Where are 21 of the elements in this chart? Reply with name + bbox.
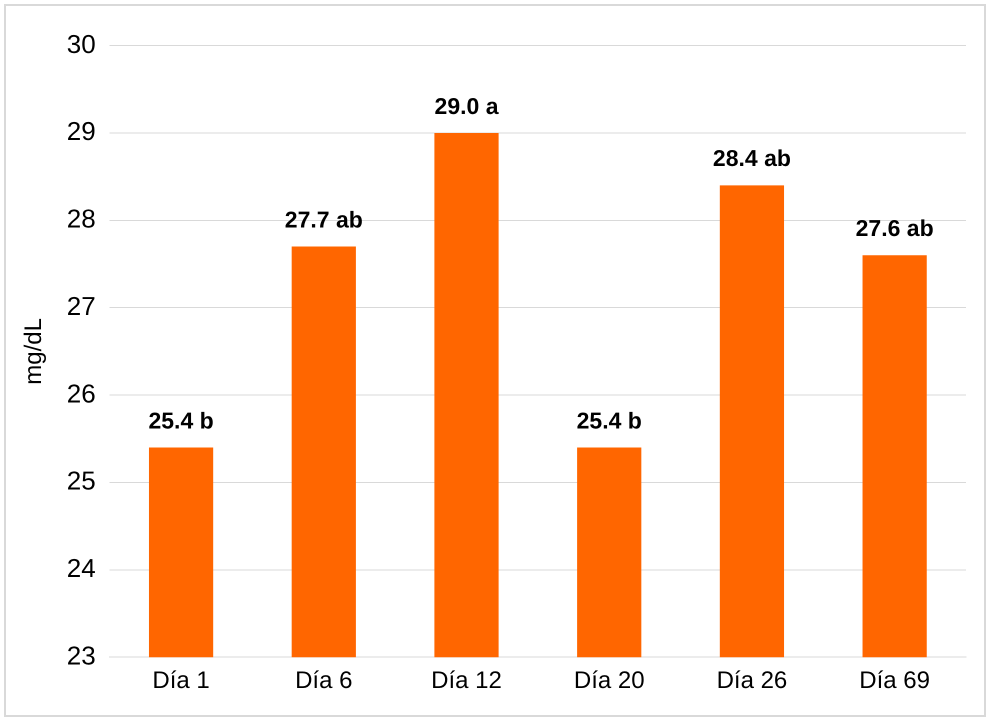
y-tick-label: 29 <box>66 116 96 146</box>
y-tick-label: 27 <box>66 290 96 321</box>
y-tick-label: 26 <box>66 378 96 408</box>
data-label: 25.4 b <box>576 407 642 434</box>
x-tick-label: Día 6 <box>295 667 352 694</box>
x-tick-label: Día 26 <box>716 667 788 694</box>
y-tick-label: 30 <box>66 28 96 59</box>
y-tick-label: 23 <box>66 640 96 670</box>
x-tick-label: Día 1 <box>152 667 210 694</box>
data-label: 25.4 b <box>148 407 214 434</box>
x-tick-label: Día 20 <box>574 667 645 694</box>
data-label: 27.6 ab <box>856 215 934 242</box>
y-tick-label: 24 <box>66 553 96 583</box>
data-label: 28.4 ab <box>712 145 791 172</box>
y-axis-title: mg/dL <box>20 318 48 385</box>
y-tick-label: 25 <box>66 466 96 496</box>
x-tick-label: Día 12 <box>431 667 502 694</box>
data-label: 27.7 ab <box>284 206 363 232</box>
y-tick-label: 28 <box>66 204 96 234</box>
data-label: 29.0 a <box>434 92 499 119</box>
x-tick-label: Día 69 <box>859 667 930 694</box>
